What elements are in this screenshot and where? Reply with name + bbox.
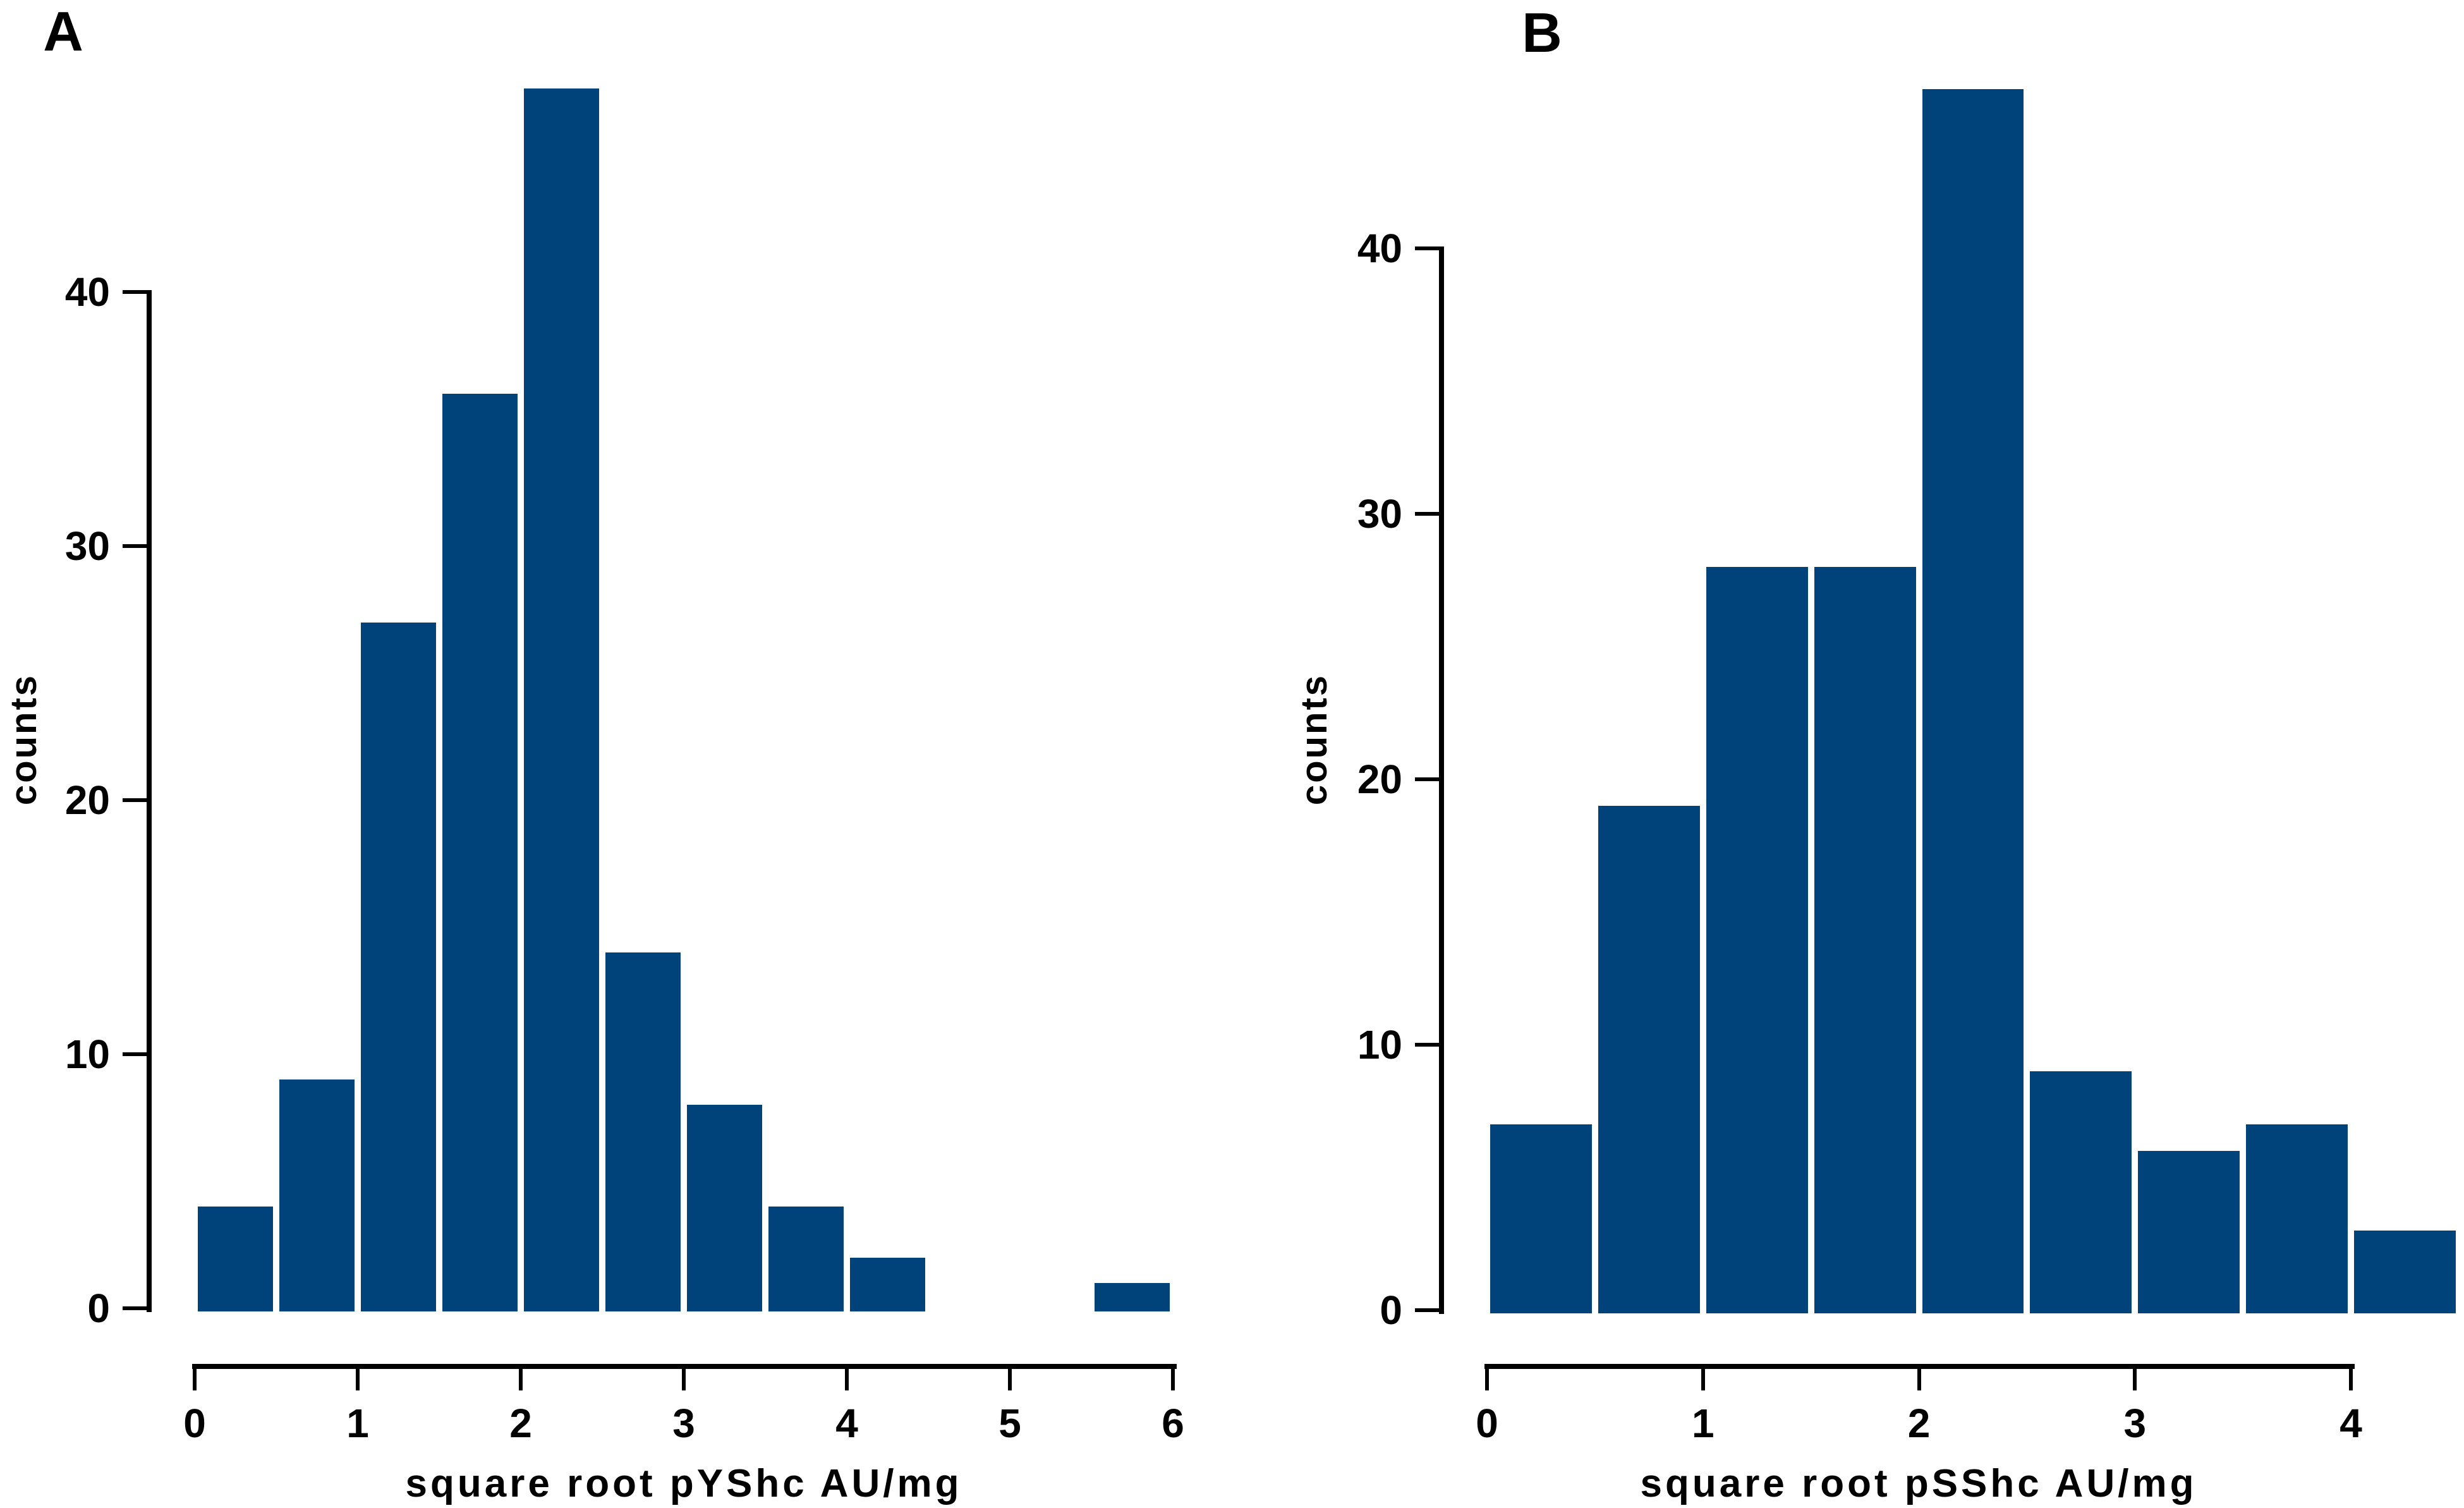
y-tick: [123, 798, 147, 802]
y-tick: [1415, 512, 1439, 516]
x-tick-label: 4: [2340, 1401, 2362, 1446]
y-axis-line: [147, 290, 152, 1312]
y-tick: [123, 1052, 147, 1056]
x-tick-label: 2: [1907, 1401, 1931, 1446]
x-tick-label: 4: [835, 1401, 858, 1446]
x-tick-label: 1: [346, 1401, 369, 1446]
y-tick-label: 40: [64, 269, 110, 315]
x-axis-title-b: square root pSShc AU/mg: [1640, 1462, 2197, 1505]
y-tick-label: 10: [64, 1031, 110, 1077]
x-tick-label: 6: [1162, 1401, 1184, 1446]
y-tick: [1415, 1043, 1439, 1047]
x-tick: [1917, 1369, 1921, 1390]
x-tick: [356, 1369, 360, 1390]
histogram-bar: [2354, 1231, 2456, 1313]
histogram-bar: [1598, 806, 1700, 1313]
histogram-bar: [2246, 1124, 2348, 1313]
histogram-bar: [361, 622, 436, 1311]
y-tick-label: 10: [1357, 1022, 1402, 1067]
x-axis-line: [1484, 1364, 2355, 1369]
panel-b-letter: B: [1522, 1, 1562, 64]
y-tick-label: 30: [64, 523, 110, 569]
y-tick-label: 40: [1357, 226, 1402, 271]
x-axis-line: [192, 1364, 1177, 1369]
histogram-bar: [524, 88, 599, 1311]
histogram-bar: [687, 1105, 762, 1311]
panel-a-letter: A: [43, 0, 83, 63]
x-tick-label: 1: [1691, 1401, 1714, 1446]
y-axis-title-a: counts: [3, 673, 44, 806]
y-tick-label: 20: [1357, 757, 1402, 802]
histogram-bar: [1814, 567, 1916, 1313]
histogram-bar: [1095, 1282, 1170, 1311]
y-tick: [123, 544, 147, 548]
histogram-bar: [850, 1257, 925, 1311]
histogram-bar: [768, 1207, 844, 1311]
x-tick: [519, 1369, 523, 1390]
histogram-bar: [279, 1079, 355, 1311]
histogram-bar: [2138, 1151, 2240, 1313]
x-tick: [2133, 1369, 2137, 1390]
x-tick: [1701, 1369, 1705, 1390]
x-tick: [193, 1369, 197, 1390]
histogram-bar: [198, 1207, 273, 1311]
y-tick: [1415, 246, 1439, 250]
y-axis-title-b: counts: [1294, 673, 1335, 806]
histogram-bar: [442, 393, 518, 1311]
y-tick: [1415, 1308, 1439, 1312]
x-tick: [845, 1369, 849, 1390]
x-tick-label: 2: [509, 1401, 532, 1446]
y-axis-line: [1439, 246, 1444, 1314]
histogram-bar: [1922, 89, 2024, 1313]
x-tick: [682, 1369, 686, 1390]
histogram-bar: [1490, 1124, 1592, 1313]
y-tick: [1415, 777, 1439, 781]
y-tick-label: 30: [1357, 491, 1402, 537]
x-tick-label: 3: [2123, 1401, 2147, 1446]
y-tick: [123, 290, 147, 294]
histogram-bar: [2030, 1071, 2132, 1313]
x-tick-label: 5: [998, 1401, 1021, 1446]
x-axis-title-a: square root pYShc AU/mg: [405, 1462, 962, 1505]
x-tick-label: 3: [672, 1401, 695, 1446]
y-tick-label: 20: [64, 777, 110, 823]
x-tick-label: 0: [183, 1401, 206, 1446]
histogram-bar: [1706, 567, 1808, 1313]
x-tick: [1171, 1369, 1175, 1390]
x-tick: [1485, 1369, 1489, 1390]
x-tick: [2349, 1369, 2353, 1390]
x-tick-label: 0: [1476, 1401, 1498, 1446]
y-tick-label: 0: [87, 1286, 110, 1331]
y-tick: [123, 1306, 147, 1310]
x-tick: [1008, 1369, 1012, 1390]
y-tick-label: 0: [1380, 1287, 1402, 1333]
histogram-bar: [605, 952, 681, 1311]
